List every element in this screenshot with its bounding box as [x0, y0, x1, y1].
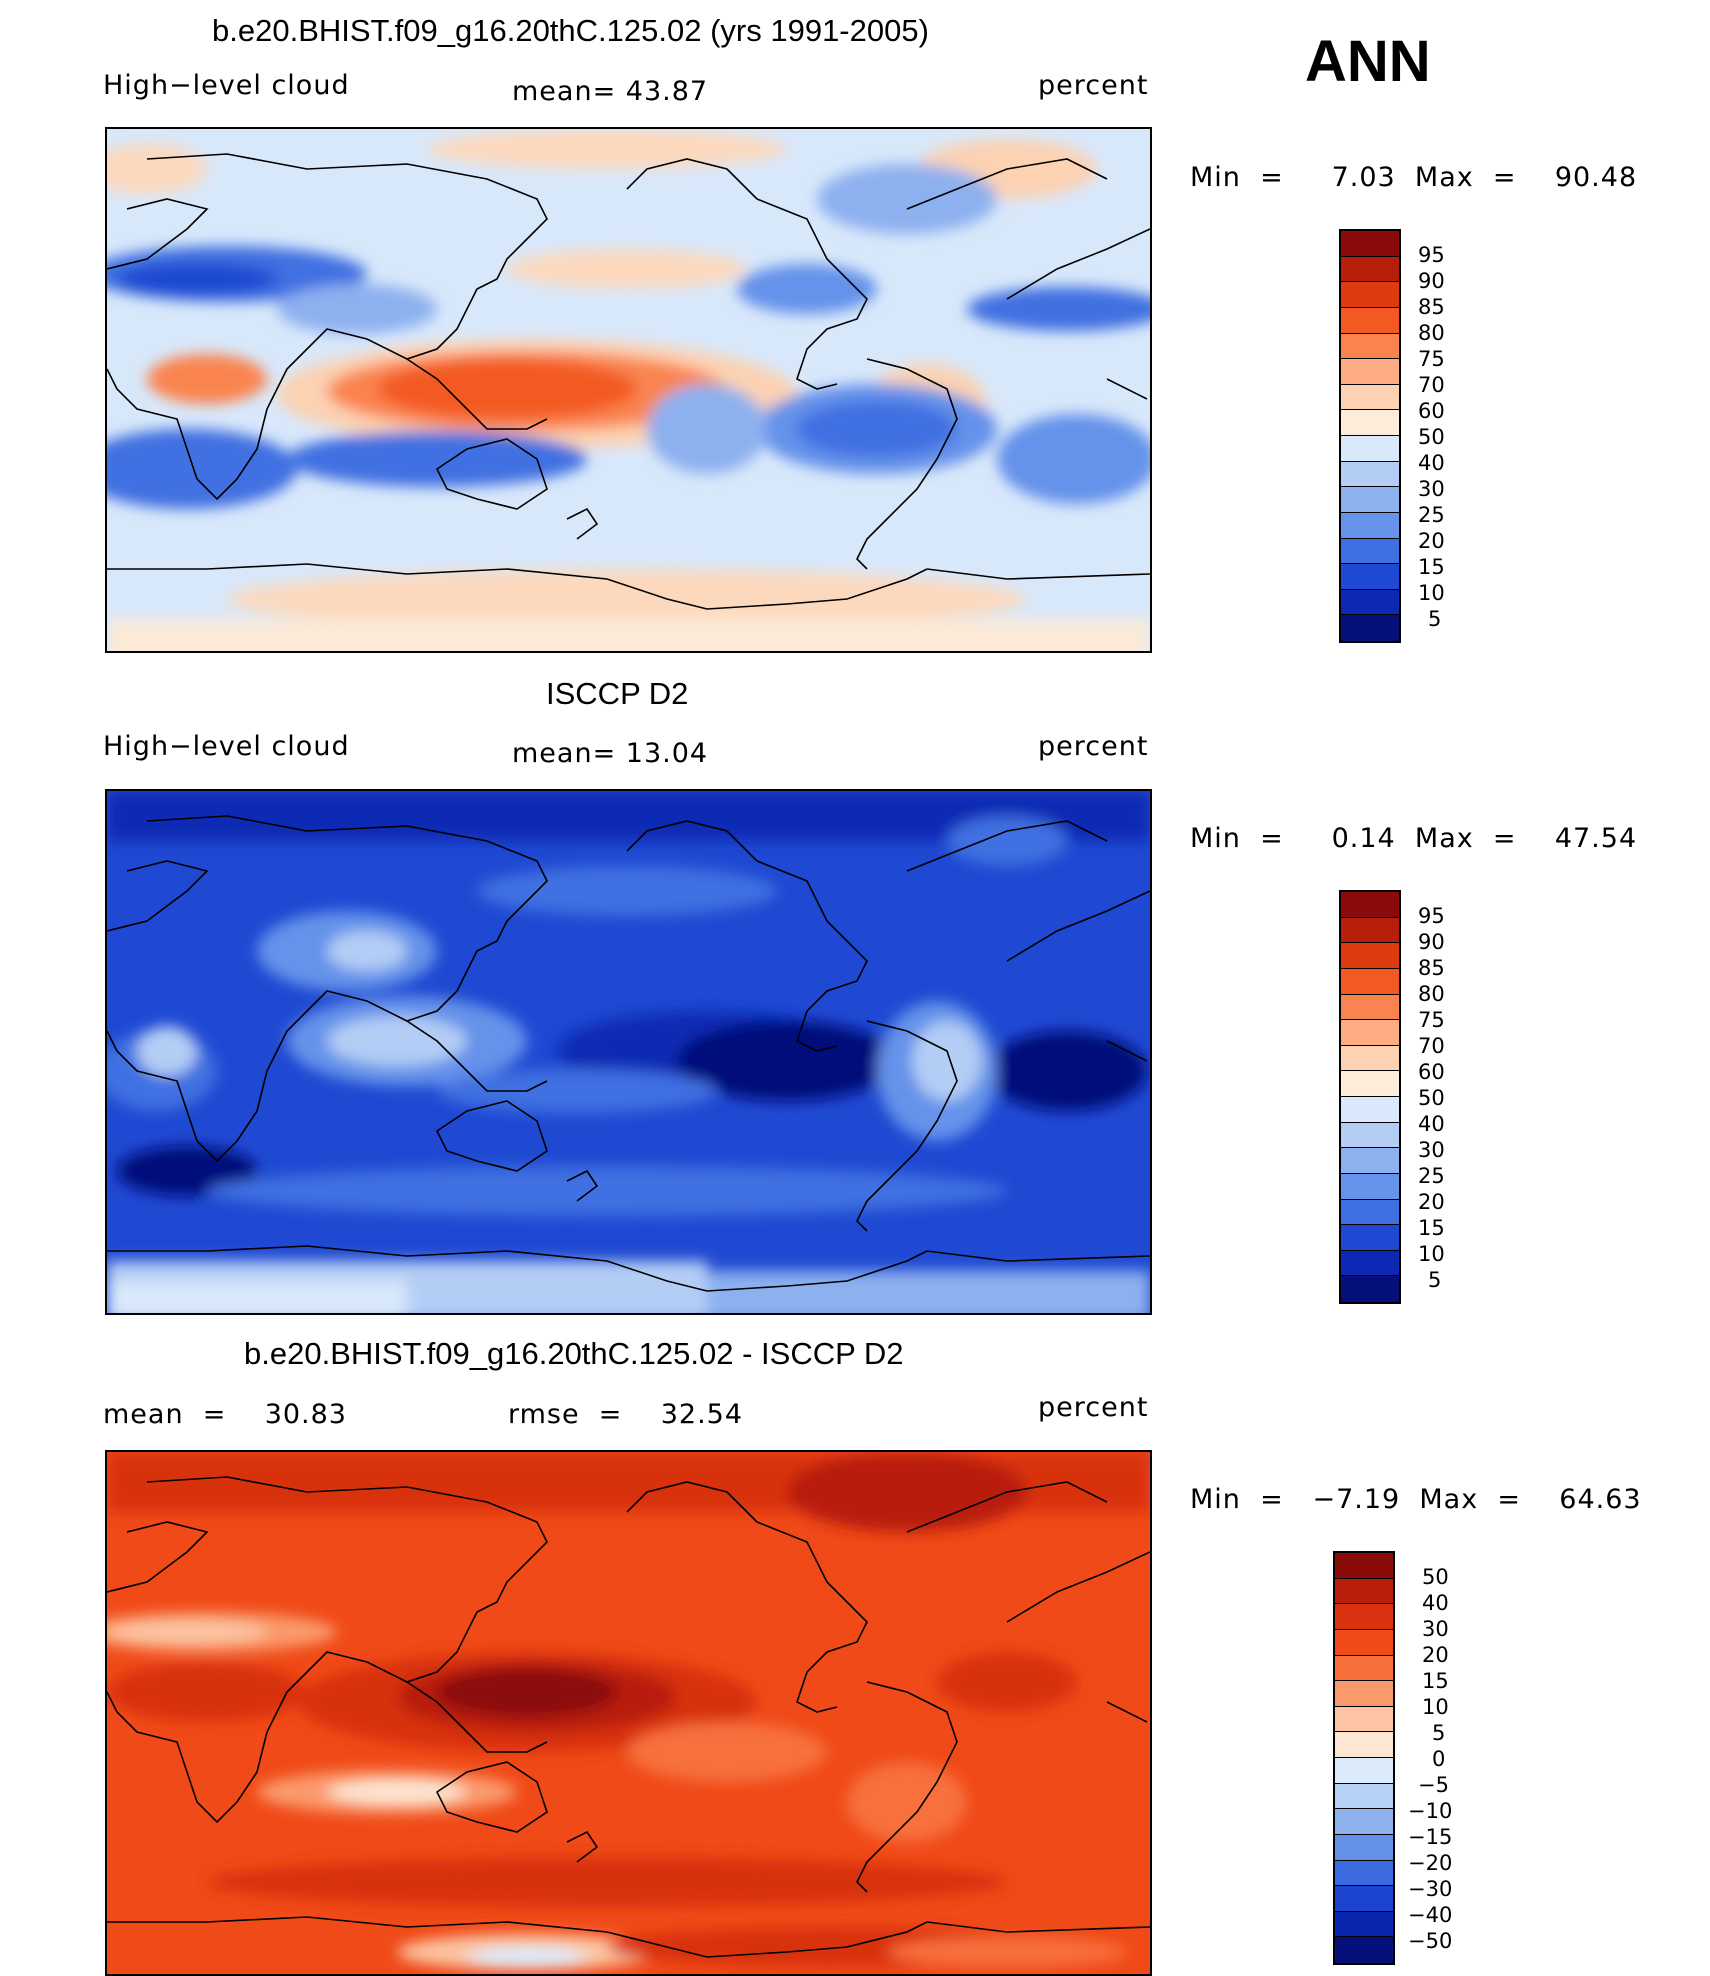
- colorbar-tick: 40: [1418, 451, 1445, 475]
- panel-3-units-label: percent: [1038, 1392, 1149, 1423]
- colorbar-tick: −40: [1408, 1903, 1453, 1927]
- panel-1-coastlines: [107, 153, 1150, 610]
- colorbar-tick: 90: [1418, 269, 1445, 293]
- colorbar-tick: 70: [1418, 373, 1445, 397]
- colorbar-tick: 30: [1418, 477, 1445, 501]
- colorbar-tick: 0: [1432, 1747, 1446, 1771]
- colorbar-tick: 60: [1418, 399, 1445, 423]
- colorbar-tick: 20: [1422, 1643, 1449, 1667]
- panel-2-coastlines: [107, 815, 1150, 1292]
- panel-3-map: [105, 1450, 1152, 1976]
- colorbar-tick: 10: [1422, 1695, 1449, 1719]
- panel-3-contour-fill: [107, 1452, 1150, 1970]
- colorbar-tick: 20: [1418, 1190, 1445, 1214]
- panel-2-units-label: percent: [1038, 731, 1149, 762]
- colorbar-tick: 60: [1418, 1060, 1445, 1084]
- season-label: ANN: [1305, 29, 1431, 94]
- panel-2-map: [105, 789, 1152, 1315]
- colorbar-tick: −5: [1418, 1773, 1449, 1797]
- panel-1-units-label: percent: [1038, 70, 1149, 101]
- colorbar-tick: 70: [1418, 1034, 1445, 1058]
- colorbar-tick: 10: [1418, 581, 1445, 605]
- panel-3-colorbar: [1333, 1551, 1395, 1965]
- colorbar-tick: 30: [1418, 1138, 1445, 1162]
- colorbar-tick: 40: [1418, 1112, 1445, 1136]
- panel-3-coastlines: [107, 1476, 1150, 1958]
- panel-1-mean-label: mean= 43.87: [512, 76, 709, 107]
- panel-1-colorbar: [1339, 229, 1401, 643]
- colorbar-tick: 5: [1428, 607, 1442, 631]
- colorbar-tick: −30: [1408, 1877, 1453, 1901]
- colorbar-tick: 75: [1418, 1008, 1445, 1032]
- colorbar-tick: 75: [1418, 347, 1445, 371]
- panel-2-mean-label: mean= 13.04: [512, 738, 709, 769]
- colorbar-tick: 85: [1418, 295, 1445, 319]
- colorbar-tick: 25: [1418, 503, 1445, 527]
- panel-1-contour-fill: [107, 129, 1150, 651]
- colorbar-tick: 80: [1418, 982, 1445, 1006]
- panel-3-rmse-label: rmse = 32.54: [508, 1399, 744, 1430]
- panel-2-colorbar: [1339, 890, 1401, 1304]
- colorbar-tick: −15: [1408, 1825, 1453, 1849]
- panel-1-title: b.e20.BHIST.f09_g16.20thC.125.02 (yrs 19…: [212, 13, 929, 48]
- colorbar-tick: 15: [1418, 555, 1445, 579]
- panel-1-map: [105, 127, 1152, 653]
- colorbar-tick: 50: [1422, 1565, 1449, 1589]
- colorbar-tick: 5: [1428, 1268, 1442, 1292]
- colorbar-tick: −50: [1408, 1929, 1453, 1953]
- panel-2-title: ISCCP D2: [546, 676, 689, 711]
- panel-1-minmax: Min = 7.03 Max = 90.48: [1190, 162, 1638, 193]
- colorbar-tick: 25: [1418, 1164, 1445, 1188]
- colorbar-tick: 50: [1418, 425, 1445, 449]
- colorbar-tick: 50: [1418, 1086, 1445, 1110]
- colorbar-tick: 10: [1418, 1242, 1445, 1266]
- colorbar-tick: 20: [1418, 529, 1445, 553]
- colorbar-tick: 95: [1418, 243, 1445, 267]
- colorbar-tick: 90: [1418, 930, 1445, 954]
- panel-3-title: b.e20.BHIST.f09_g16.20thC.125.02 - ISCCP…: [244, 1336, 904, 1371]
- panel-3-minmax: Min = −7.19 Max = 64.63: [1190, 1484, 1642, 1515]
- colorbar-tick: 15: [1422, 1669, 1449, 1693]
- colorbar-tick: −20: [1408, 1851, 1453, 1875]
- colorbar-tick: 40: [1422, 1591, 1449, 1615]
- panel-2-contour-fill: [107, 791, 1150, 1313]
- colorbar-tick: 15: [1418, 1216, 1445, 1240]
- colorbar-tick: 85: [1418, 956, 1445, 980]
- colorbar-tick: −10: [1408, 1799, 1453, 1823]
- panel-2-variable-label: High−level cloud: [103, 731, 350, 762]
- colorbar-tick: 30: [1422, 1617, 1449, 1641]
- colorbar-tick: 95: [1418, 904, 1445, 928]
- colorbar-tick: 80: [1418, 321, 1445, 345]
- panel-1-variable-label: High−level cloud: [103, 70, 350, 101]
- panel-3-mean-label: mean = 30.83: [103, 1399, 347, 1430]
- panel-2-minmax: Min = 0.14 Max = 47.54: [1190, 823, 1638, 854]
- colorbar-tick: 5: [1432, 1721, 1446, 1745]
